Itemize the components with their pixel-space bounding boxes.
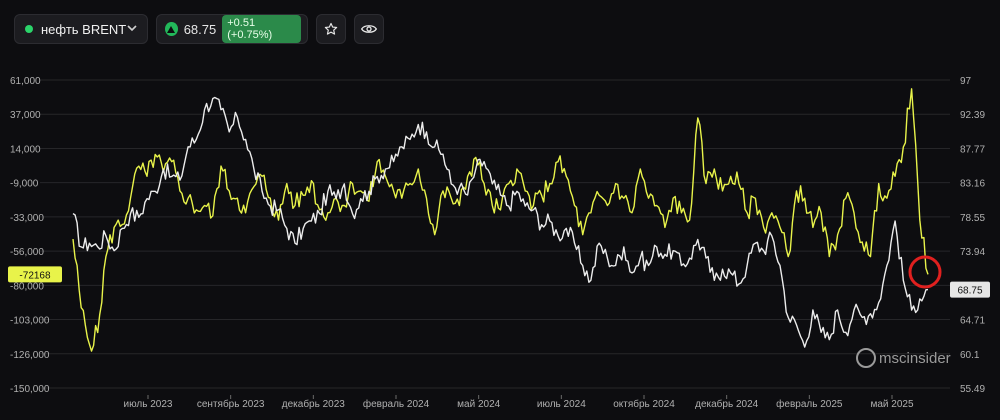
x-tick-label: сентябрь 2023 [197,398,265,410]
status-dot [25,25,33,33]
x-tick-label: май 2025 [870,399,913,410]
price-change-badge: +0.51 (+0.75%) [222,15,301,43]
chevron-down-icon[interactable] [127,24,137,35]
left-tick-label: -56,000 [10,247,44,258]
x-tick-label: июль 2023 [124,399,173,410]
x-tick-label: июль 2024 [537,399,586,410]
symbol-label: нефть BRENT [41,21,127,37]
toolbar: нефть BRENT 68.75 +0.51 (+0.75%) [14,14,384,46]
favorite-button[interactable] [316,14,346,44]
watermark: mscinsider [856,348,951,368]
right-tick-label: 92.39 [960,110,985,121]
x-tick-label: май 2024 [457,399,500,410]
series-line-white [72,96,929,348]
arrow-up-icon [165,22,178,36]
left-tick-label: 37,000 [10,110,41,121]
current-price: 68.75 [183,21,217,37]
x-tick-label: февраль 2025 [776,398,843,410]
left-current-label: -72168 [19,270,51,281]
left-tick-label: 61,000 [10,76,41,87]
left-tick-label: -150,000 [10,384,50,395]
watermark-logo-icon [856,348,876,368]
right-tick-label: 64.71 [960,316,985,327]
price-panel: 68.75 +0.51 (+0.75%) [156,14,308,44]
highlight-circle [908,255,942,289]
x-tick-label: февраль 2024 [363,398,430,410]
symbol-selector[interactable]: нефть BRENT [14,14,148,44]
right-tick-label: 55.49 [960,384,985,395]
series-line-yellow [72,88,929,352]
right-tick-label: 97 [960,76,972,87]
left-tick-label: -80,000 [10,281,44,292]
right-tick-label: 73.94 [960,247,985,258]
right-tick-label: 78.55 [960,213,985,224]
left-current-tag [8,266,62,283]
right-current-tag [950,281,990,298]
visibility-button[interactable] [354,14,384,44]
x-tick-label: октябрь 2024 [613,398,675,410]
left-tick-label: -33,000 [10,213,44,224]
left-tick-label: -9,000 [10,179,39,190]
right-tick-label: 87.77 [960,144,985,155]
right-current-label: 68.75 [957,286,982,297]
star-icon [324,22,338,35]
x-tick-label: декабрь 2024 [695,398,759,410]
right-tick-label: 83.16 [960,179,985,190]
eye-icon [361,25,377,33]
left-tick-label: -126,000 [10,350,50,361]
right-tick-label: 60.1 [960,350,980,361]
left-tick-label: 14,000 [10,144,41,155]
left-tick-label: -103,000 [10,316,50,327]
x-tick-label: декабрь 2023 [282,398,346,410]
